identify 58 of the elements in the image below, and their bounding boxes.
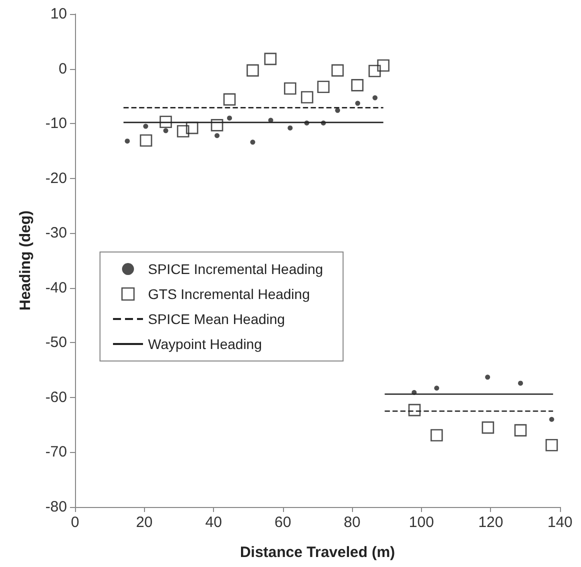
point (143, 124, 148, 129)
point (549, 416, 554, 422)
point (250, 140, 256, 145)
point (160, 116, 172, 128)
y-tick-label: -20 (45, 170, 67, 187)
x-tick-label: 120 (478, 514, 504, 531)
point (288, 125, 293, 130)
x-tick-label: 140 (547, 514, 573, 531)
point (518, 380, 524, 386)
x-tick-label: 0 (70, 514, 80, 531)
y-tick-label: -30 (45, 224, 67, 242)
point (377, 59, 390, 72)
x-tick-label: 40 (205, 514, 222, 531)
point (124, 138, 130, 144)
point (546, 438, 558, 452)
point (430, 429, 443, 442)
y-tick-label: -50 (45, 334, 67, 352)
point (210, 119, 224, 132)
point (300, 91, 314, 104)
point (368, 64, 381, 78)
point (408, 404, 421, 416)
point (163, 128, 168, 134)
point (372, 95, 378, 100)
point (140, 134, 152, 147)
point (482, 421, 494, 434)
y-tick-label: 10 (50, 6, 67, 22)
y-tick-label: -10 (45, 115, 67, 132)
x-axis-title: Distance Traveled (m) (240, 544, 396, 561)
point (246, 64, 259, 77)
point (335, 108, 340, 113)
point (227, 116, 232, 121)
legend-label: SPICE Mean Heading (148, 311, 285, 327)
y-tick-label: -80 (45, 498, 67, 516)
x-tick-label: 20 (136, 514, 153, 531)
y-axis-title: Heading (deg) (17, 210, 34, 310)
point (317, 80, 330, 94)
y-tick-label: 0 (58, 60, 67, 78)
point (223, 93, 236, 106)
point (176, 125, 190, 138)
point (514, 424, 527, 436)
point (284, 82, 296, 95)
point (351, 79, 364, 92)
x-tick-label: 60 (274, 514, 292, 531)
point (214, 133, 220, 138)
y-tick-label: -40 (45, 279, 67, 296)
y-tick-label: -70 (45, 444, 67, 461)
x-tick-label: 100 (408, 514, 434, 531)
point (434, 386, 440, 391)
point (331, 64, 344, 77)
point (186, 122, 198, 134)
point (485, 374, 490, 380)
x-tick-label: 80 (344, 514, 360, 531)
y-tick-label: -60 (45, 388, 67, 406)
legend-label: GTS Incremental Heading (148, 286, 310, 302)
legend-label: Waypoint Heading (148, 336, 262, 352)
legend-label: SPICE Incremental Heading (148, 261, 324, 277)
point (355, 100, 360, 106)
point (264, 52, 277, 66)
